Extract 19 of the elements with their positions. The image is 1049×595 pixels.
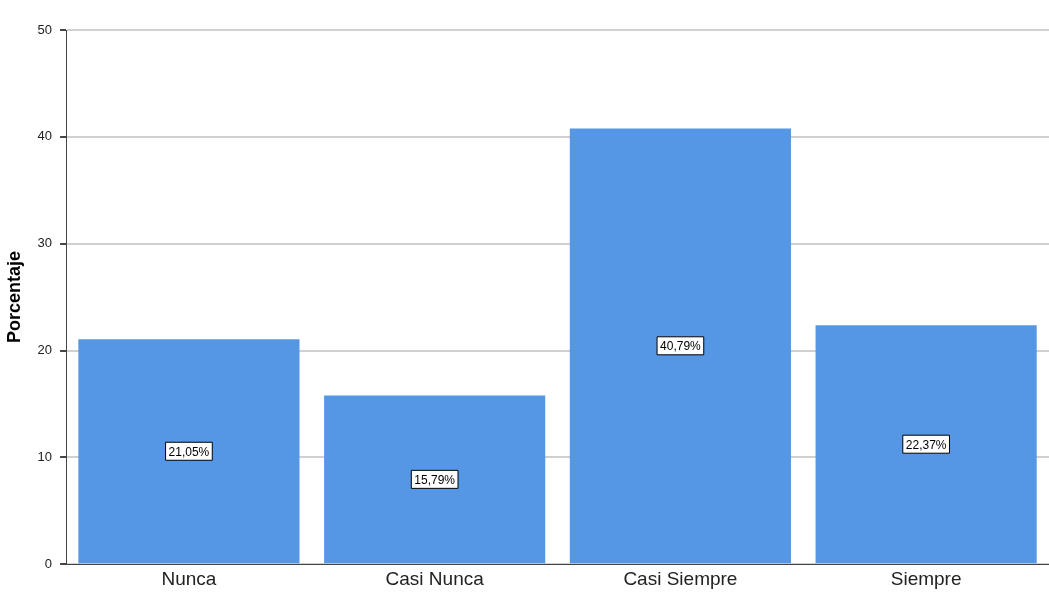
bar (78, 339, 300, 564)
x-tick-label: Nunca (161, 567, 217, 589)
data-label: 15,79% (414, 472, 456, 487)
x-tick-label: Casi Nunca (385, 567, 485, 589)
x-tick-label: Casi Siempre (623, 567, 738, 589)
y-tick-label: 50 (37, 21, 53, 37)
y-tick-label: 30 (37, 235, 53, 251)
y-tick-label: 20 (37, 342, 53, 358)
bar (569, 128, 791, 564)
bar (324, 395, 546, 564)
y-axis-title: Porcentaje (3, 251, 24, 344)
y-tick-label: 40 (37, 128, 53, 144)
data-label: 40,79% (660, 339, 702, 354)
data-label: 22,37% (905, 437, 947, 452)
x-tick-label: Siempre (890, 567, 962, 589)
y-tick-label: 10 (37, 448, 53, 464)
bar (815, 325, 1037, 564)
y-tick-label: 0 (44, 555, 53, 571)
data-label: 21,05% (168, 444, 210, 459)
